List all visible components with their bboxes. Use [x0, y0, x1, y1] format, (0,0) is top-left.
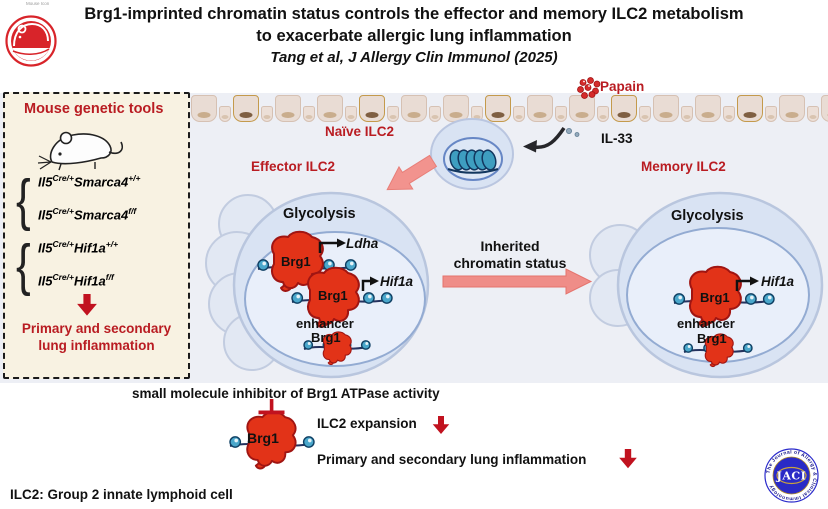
glycolysis-label-memory: Glycolysis: [671, 208, 744, 224]
epithelial-cell: [639, 106, 651, 122]
ilc2-expansion-label: ILC2 expansion: [317, 416, 417, 431]
epithelial-cell: [191, 95, 217, 122]
expansion-decrease-arrow-icon: [432, 416, 450, 434]
epithelial-cell: [821, 95, 828, 122]
epithelial-cell: [569, 95, 595, 122]
epithelial-cell: [653, 95, 679, 122]
brg1-label: Brg1: [247, 430, 279, 446]
epithelial-cell: [387, 106, 399, 122]
epithelial-barrier: [191, 94, 828, 122]
mouse-genetic-tools-box: Mouse genetic tools { { Il5Cre/+Smarca4+…: [3, 92, 190, 379]
epithelial-cell: [765, 106, 777, 122]
genotype-line: Il5Cre/+Hif1a+/+: [38, 239, 119, 256]
epithelial-cell: [233, 95, 259, 122]
epithelial-cell: [359, 95, 385, 122]
epithelial-cell: [401, 95, 427, 122]
epithelial-cell: [737, 95, 763, 122]
epithelial-cell: [345, 106, 357, 122]
effector-ilc2-label: Effector ILC2: [251, 159, 336, 174]
memory-ilc2-label: Memory ILC2: [641, 159, 726, 174]
hif1a-gene-label-effector: Hif1a: [380, 274, 414, 289]
inhibitor-label: small molecule inhibitor of Brg1 ATPase …: [132, 386, 440, 401]
jaci-journal-logo: The Journal of Allergy & Clinical Immuno…: [764, 448, 819, 503]
glycolysis-label-effector: Glycolysis: [283, 206, 356, 222]
lung-inflammation-label: Primary and secondary lung inflammation: [317, 452, 587, 467]
figure-title-line2: to exacerbate allergic lung inflammation: [256, 27, 572, 45]
epithelial-cell: [485, 95, 511, 122]
box-outcome-line2: lung inflammation: [38, 338, 155, 353]
brg1-label: Brg1: [281, 254, 311, 269]
jaci-acronym: JACI: [776, 470, 807, 483]
hif1a-gene-label-memory: Hif1a: [761, 274, 795, 289]
mouse-logo-caption: Mouse Icon: [26, 1, 50, 6]
epithelial-cell: [317, 95, 343, 122]
brg1-label: Brg1: [697, 331, 727, 346]
jaci-ring-text: The Journal of Allergy & Clinical Immuno…: [766, 449, 818, 501]
epithelial-cell: [681, 106, 693, 122]
epithelial-cell: [597, 106, 609, 122]
epithelial-cell: [261, 106, 273, 122]
epithelial-cell: [303, 106, 315, 122]
inherited-chromatin-label-line1: Inherited: [480, 238, 540, 254]
genotype-brace-2: {: [16, 234, 31, 297]
papain-label: Papain: [600, 79, 645, 94]
brg1-label: Brg1: [311, 330, 341, 345]
svg-text:The Journal of Allergy & Clini: The Journal of Allergy & Clinical Immuno…: [766, 449, 818, 501]
epithelial-cell: [723, 106, 735, 122]
epithelial-cell: [429, 106, 441, 122]
epithelial-cell: [807, 106, 819, 122]
il33-label: IL-33: [601, 131, 633, 146]
ilc2-footnote: ILC2: Group 2 innate lymphoid cell: [10, 487, 233, 502]
ldha-gene-label: Ldha: [346, 236, 379, 251]
genetic-tools-title: Mouse genetic tools: [24, 101, 164, 117]
genotype-brace-1: {: [16, 169, 31, 232]
epithelial-cell: [779, 95, 805, 122]
epithelial-cell: [611, 95, 637, 122]
genotype-line: Il5Cre/+Hif1af/f: [38, 272, 114, 289]
epithelial-cell: [275, 95, 301, 122]
epithelial-cell: [555, 106, 567, 122]
enhancer-label-effector: enhancer: [296, 316, 354, 331]
genotype-line: Il5Cre/+Smarca4f/f: [38, 206, 137, 223]
box-outcome-line1: Primary and secondary: [21, 321, 172, 336]
epithelial-cell: [695, 95, 721, 122]
epithelial-cell: [527, 95, 553, 122]
enhancer-label-memory: enhancer: [677, 316, 735, 331]
epithelial-cell: [443, 95, 469, 122]
inflammation-decrease-arrow-icon: [619, 449, 637, 469]
genotype-line: Il5Cre/+Smarca4+/+: [38, 173, 141, 190]
brg1-label: Brg1: [700, 290, 730, 305]
figure-title-line1: Brg1-imprinted chromatin status controls…: [84, 5, 744, 23]
naive-ilc2-label: Naïve ILC2: [325, 124, 395, 139]
inhibition-tbar-icon: [258, 399, 285, 415]
epithelial-cell: [471, 106, 483, 122]
epithelial-cell: [513, 106, 525, 122]
epithelial-cell: [219, 106, 231, 122]
citation: Tang et al, J Allergy Clin Immunol (2025…: [270, 49, 558, 66]
brg1-label: Brg1: [318, 288, 348, 303]
inherited-chromatin-label-line2: chromatin status: [453, 255, 567, 271]
